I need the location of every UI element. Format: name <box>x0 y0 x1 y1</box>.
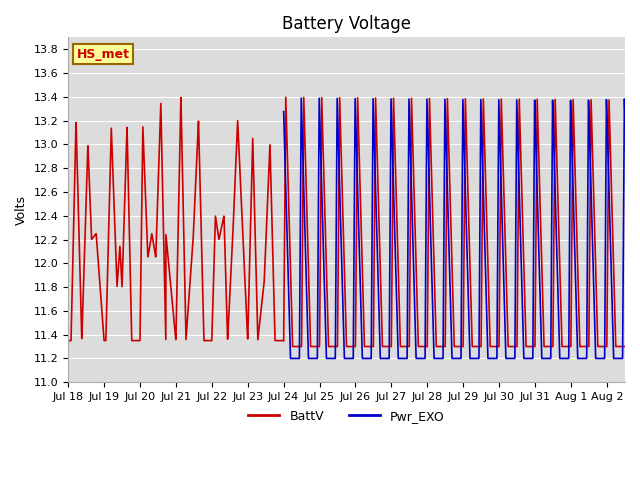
Line: Pwr_EXO: Pwr_EXO <box>284 98 625 359</box>
BattV <box>522 320 529 326</box>
BattV <box>289 344 296 349</box>
BattV <box>64 338 72 344</box>
Pwr_EXO <box>521 356 529 361</box>
Line: BattV: BattV <box>68 97 625 347</box>
BattV <box>106 161 114 167</box>
BattV <box>212 213 220 219</box>
Pwr_EXO <box>572 298 580 303</box>
Title: Battery Voltage: Battery Voltage <box>282 15 411 33</box>
Text: HS_met: HS_met <box>77 48 129 60</box>
Pwr_EXO <box>463 247 471 252</box>
Legend: BattV, Pwr_EXO: BattV, Pwr_EXO <box>243 405 450 428</box>
BattV <box>573 216 580 221</box>
BattV <box>232 165 239 171</box>
Pwr_EXO <box>621 107 628 113</box>
Y-axis label: Volts: Volts <box>15 195 28 225</box>
BattV <box>621 344 628 349</box>
BattV <box>282 95 290 100</box>
BattV <box>463 164 471 170</box>
